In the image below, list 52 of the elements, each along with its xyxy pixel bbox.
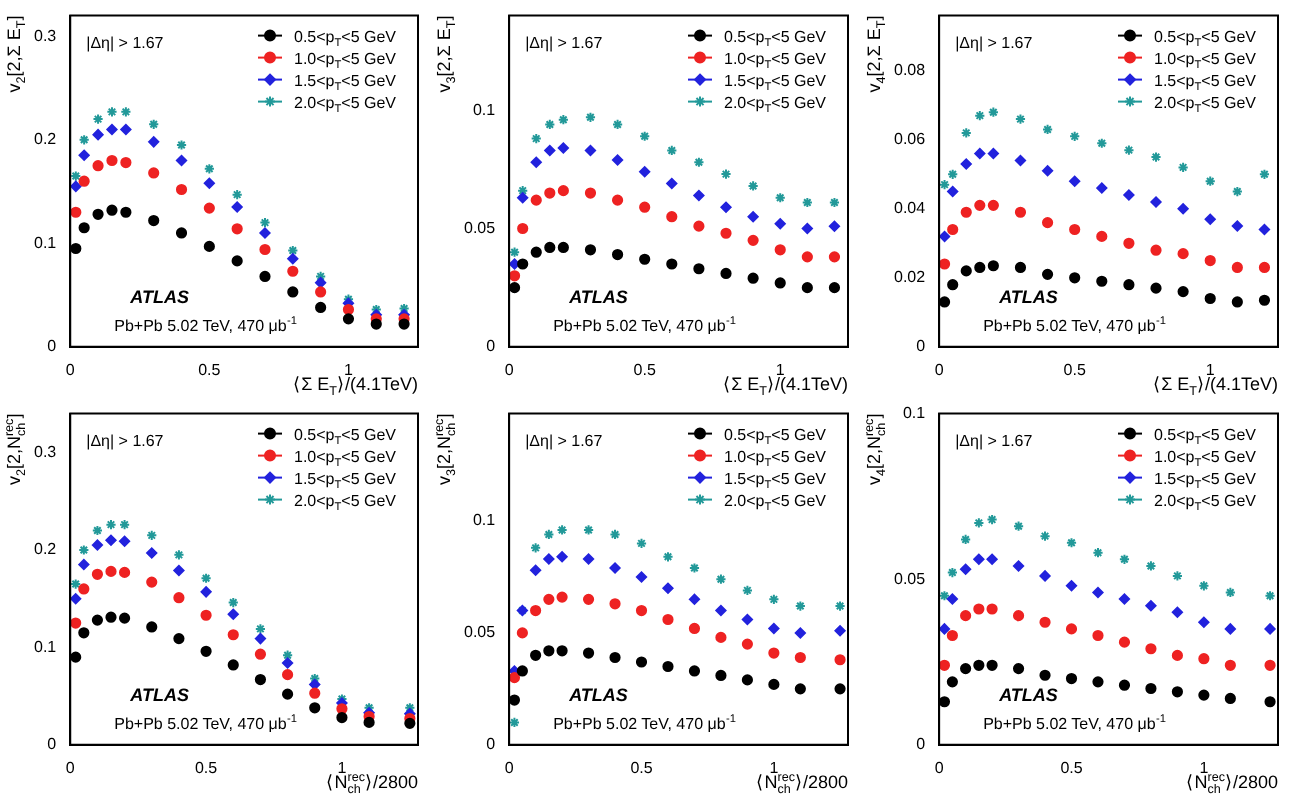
y-tick-label: 0.1: [33, 637, 58, 656]
y-tick-label: 0: [486, 735, 497, 754]
x-tick-label: 1: [769, 758, 780, 777]
annotation: |Δη| > 1.67: [525, 431, 604, 450]
x-tick-label: 0: [65, 360, 76, 379]
y-tick-label: 0.02: [893, 268, 927, 287]
y-tick-label: 0.1: [33, 233, 58, 252]
x-tick-label: 0: [934, 758, 945, 777]
x-tick-label: 1: [1205, 360, 1216, 379]
y-tick-label: 0: [916, 337, 927, 356]
annotation: |Δη| > 1.67: [955, 431, 1034, 450]
y-tick-label: 0.1: [472, 100, 497, 119]
x-tick-label: 1: [344, 360, 354, 379]
y-tick-label: 0.06: [893, 130, 927, 149]
x-tick-label: 0.5: [1060, 758, 1084, 777]
x-tick-label: 0: [504, 360, 515, 379]
x-tick-label: 0.5: [630, 758, 654, 777]
y-tick-label: 0.1: [472, 511, 497, 530]
y-tick-label: 0: [47, 337, 58, 356]
x-tick-label: 0: [65, 758, 76, 777]
y-tick-label: 0.04: [893, 199, 927, 218]
annotation: |Δη| > 1.67: [525, 33, 604, 52]
y-tick-label: 0: [486, 337, 497, 356]
x-tick-label: 1: [1199, 758, 1210, 777]
x-tick-label: 0.5: [633, 360, 657, 379]
annotation: |Δη| > 1.67: [86, 33, 165, 52]
y-tick-label: 0: [916, 735, 927, 754]
y-tick-label: 0.08: [893, 61, 927, 80]
y-tick-label: 0.2: [33, 130, 58, 149]
y-tick-label: 0.3: [33, 442, 58, 461]
x-tick-label: 0.5: [198, 360, 222, 379]
x-tick-label: 1: [775, 360, 786, 379]
y-tick-label: 0.05: [463, 218, 497, 237]
x-tick-label: 1: [337, 758, 348, 777]
annotation: ATLAS: [567, 684, 628, 705]
x-tick-label: 0.5: [194, 758, 219, 777]
annotation: ATLAS: [567, 286, 628, 307]
annotation: ATLAS: [997, 286, 1058, 307]
y-tick-label: 0.05: [463, 623, 497, 642]
annotation: |Δη| > 1.67: [86, 431, 165, 450]
y-tick-label: 0: [47, 735, 58, 754]
x-tick-label: 0: [934, 360, 945, 379]
annotation: ATLAS: [128, 684, 189, 705]
y-tick-label: 0.1: [902, 404, 927, 423]
x-tick-label: 0: [504, 758, 515, 777]
y-tick-label: 0.2: [33, 540, 58, 559]
annotation: |Δη| > 1.67: [955, 33, 1034, 52]
y-tick-label: 0.05: [893, 569, 927, 588]
x-tick-label: 0.5: [1063, 360, 1087, 379]
y-tick-label: 0.3: [33, 26, 58, 45]
annotation: ATLAS: [997, 684, 1058, 705]
annotation: ATLAS: [128, 286, 189, 307]
